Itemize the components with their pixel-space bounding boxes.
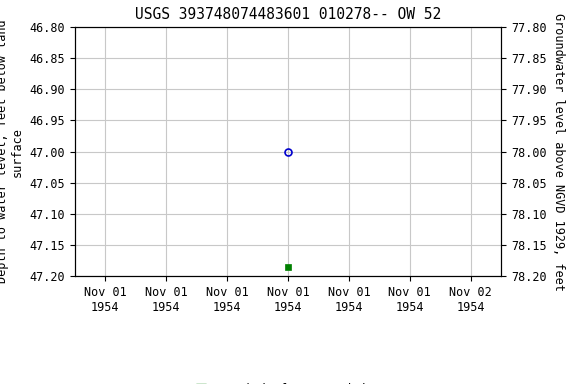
Title: USGS 393748074483601 010278-- OW 52: USGS 393748074483601 010278-- OW 52 (135, 7, 441, 22)
Y-axis label: Depth to water level, feet below land
surface: Depth to water level, feet below land su… (0, 20, 24, 283)
Y-axis label: Groundwater level above NGVD 1929, feet: Groundwater level above NGVD 1929, feet (552, 13, 565, 291)
Legend: Period of approved data: Period of approved data (185, 378, 391, 384)
